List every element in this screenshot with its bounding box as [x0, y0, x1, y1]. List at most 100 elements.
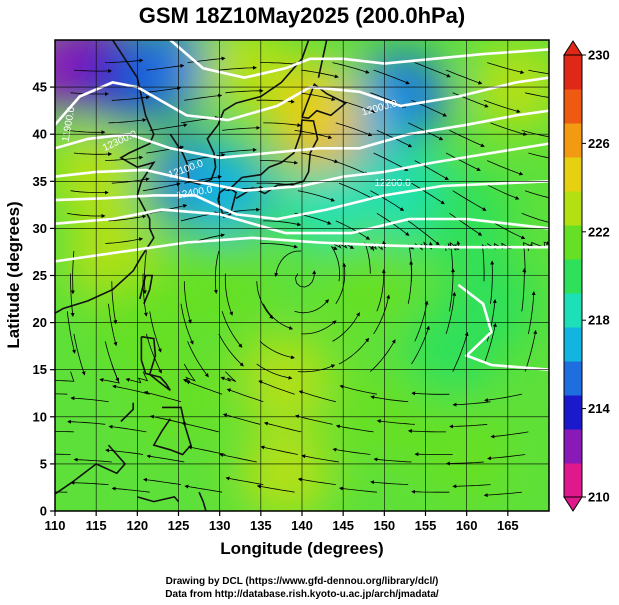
- streamline-85: [335, 262, 347, 305]
- x-tick-label-120: 120: [126, 518, 148, 533]
- streamline-183: [105, 58, 144, 63]
- streamline-139: [411, 182, 445, 205]
- y-tick-label-5: 5: [40, 456, 47, 471]
- streamline-7: [297, 477, 336, 485]
- streamline-65: [73, 333, 86, 376]
- colorbar-segment-4: [564, 327, 582, 362]
- streamline-146: [187, 153, 226, 161]
- streamline-126: [407, 220, 440, 246]
- streamline-117: [67, 212, 106, 218]
- streamline-88: [449, 268, 455, 312]
- x-tick-label-140: 140: [291, 518, 313, 533]
- colorbar-segment-3: [564, 361, 582, 396]
- colorbar-label-230: 230: [588, 48, 610, 63]
- streamline-190: [373, 69, 410, 85]
- x-tick-label-155: 155: [415, 518, 437, 533]
- x-tick-label-165: 165: [497, 518, 519, 533]
- streamline-192: [445, 69, 483, 85]
- streamline-84: [294, 299, 330, 314]
- contour-1: [55, 76, 549, 126]
- streamline-193: [487, 62, 525, 74]
- streamline-51: [484, 393, 522, 403]
- colorbar-label-222: 222: [588, 224, 610, 239]
- streamline-70: [259, 341, 295, 360]
- colorbar-segment-11: [564, 89, 582, 124]
- x-tick-label-145: 145: [332, 518, 354, 533]
- streamline-23: [414, 452, 453, 457]
- streamline-71: [301, 320, 337, 335]
- streamline-147: [218, 147, 257, 154]
- streamline-121: [222, 207, 261, 214]
- colorbar: 230 226 222 218 214 210: [563, 40, 610, 512]
- temperature-patch-24: [321, 238, 414, 331]
- streamline-40: [70, 396, 109, 403]
- colorbar-segment-1: [564, 429, 582, 464]
- streamline-24: [445, 461, 485, 466]
- streamline-82: [221, 311, 243, 348]
- streamline-194: [528, 69, 549, 75]
- streamline-134: [225, 185, 264, 192]
- streamlines: [55, 56, 549, 498]
- streamline-138: [370, 190, 405, 211]
- streamline-105: [105, 237, 144, 244]
- coastline-0: [55, 40, 156, 314]
- coastline-4: [301, 83, 348, 120]
- credit-drawing: Drawing by DCL (https://www.gfd-dennou.o…: [166, 576, 439, 587]
- streamline-39: [55, 393, 68, 395]
- streamline-141: [483, 182, 520, 200]
- streamline-34: [335, 424, 374, 433]
- streamline-8: [338, 486, 377, 493]
- y-tick-label-25: 25: [33, 268, 47, 283]
- streamline-54: [125, 371, 149, 384]
- colorbar-segment-6: [564, 259, 582, 294]
- streamline-22: [373, 457, 412, 463]
- streamline-156: [67, 130, 106, 135]
- streamline-161: [263, 122, 302, 128]
- coastlines: [55, 40, 348, 511]
- streamline-6: [256, 484, 295, 493]
- streamline-128: [490, 220, 526, 240]
- streamline-144: [105, 155, 144, 161]
- colorbar-segment-5: [564, 293, 582, 328]
- colorbar-segment-7: [564, 225, 582, 260]
- streamline-140: [452, 190, 487, 211]
- streamline-89: [490, 260, 495, 304]
- colorbar-segment-12: [564, 55, 582, 90]
- streamline-171: [143, 86, 182, 94]
- x-tick-label-125: 125: [168, 518, 190, 533]
- streamline-47: [339, 384, 377, 395]
- streamline-1: [70, 480, 109, 485]
- colorbar-min-arrow: [563, 496, 583, 512]
- streamline-127: [449, 212, 483, 236]
- coastline-8: [152, 406, 192, 456]
- y-tick-label-40: 40: [33, 127, 47, 142]
- streamline-49: [411, 391, 450, 396]
- x-tick-label-135: 135: [250, 518, 272, 533]
- streamline-11: [452, 484, 491, 489]
- y-tick-label-45: 45: [33, 80, 47, 95]
- streamline-2: [111, 486, 150, 493]
- streamline-80: [149, 311, 162, 353]
- streamline-3: [143, 477, 182, 485]
- streamline-60: [370, 339, 396, 372]
- x-tick-label-115: 115: [86, 518, 107, 533]
- streamline-154: [487, 160, 524, 176]
- streamline-132: [143, 182, 181, 192]
- x-tick-label-150: 150: [373, 518, 395, 533]
- streamline-57: [256, 363, 293, 380]
- colorbar-segment-9: [564, 157, 582, 192]
- colorbar-segment-8: [564, 191, 582, 226]
- streamline-184: [146, 63, 185, 71]
- streamline-136: [297, 190, 335, 202]
- streamline-58: [297, 364, 336, 373]
- streamline-94: [183, 281, 192, 324]
- colorbar-label-218: 218: [588, 313, 610, 328]
- y-axis-ticks: 0 5 10 15 20 25 30 35 40 45: [33, 80, 55, 519]
- streamline-10: [411, 489, 450, 494]
- streamline-155: [528, 152, 549, 159]
- streamline-43: [185, 380, 223, 395]
- streamline-179: [452, 92, 489, 108]
- x-tick-label-160: 160: [456, 518, 478, 533]
- streamline-64: [524, 329, 538, 372]
- y-axis-label: Latitude (degrees): [4, 201, 23, 348]
